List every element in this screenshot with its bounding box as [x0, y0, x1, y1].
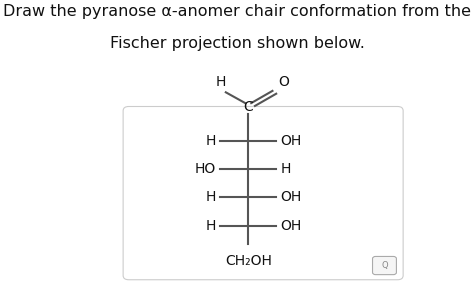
Text: H: H: [281, 162, 291, 176]
Text: HO: HO: [194, 162, 216, 176]
Text: C: C: [243, 99, 253, 114]
FancyBboxPatch shape: [373, 256, 396, 275]
Text: CH₂OH: CH₂OH: [225, 254, 272, 268]
Text: OH: OH: [281, 219, 302, 233]
Text: H: H: [215, 76, 226, 89]
Text: H: H: [205, 190, 216, 204]
Text: H: H: [205, 219, 216, 233]
Text: O: O: [278, 76, 289, 89]
Text: H: H: [205, 133, 216, 148]
Text: Fischer projection shown below.: Fischer projection shown below.: [109, 36, 365, 51]
Text: OH: OH: [281, 133, 302, 148]
Text: Draw the pyranose α-anomer chair conformation from the: Draw the pyranose α-anomer chair conform…: [3, 4, 471, 19]
FancyBboxPatch shape: [123, 106, 403, 280]
Text: Q: Q: [381, 261, 388, 270]
Text: OH: OH: [281, 190, 302, 204]
